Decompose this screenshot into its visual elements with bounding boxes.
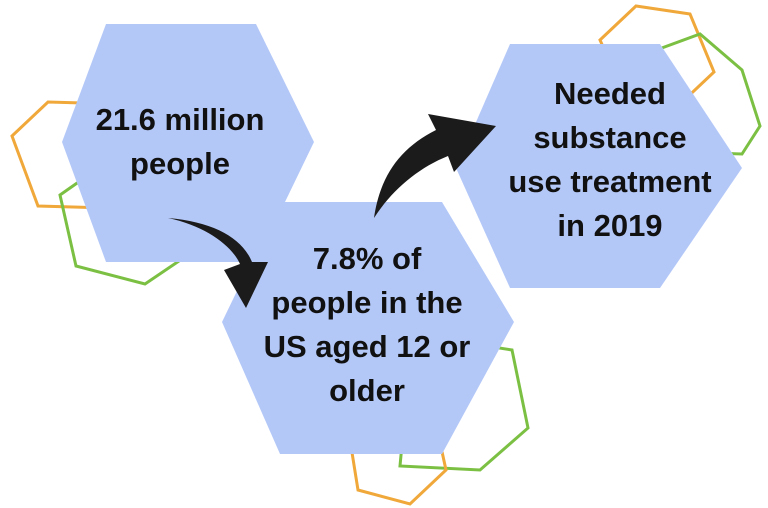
step-hexagon-2 bbox=[222, 202, 514, 454]
step-3-text: Needed substance use treatment in 2019 bbox=[508, 76, 712, 243]
arrow-connector-1-to-2 bbox=[168, 218, 268, 308]
arrow-connector-2-to-3 bbox=[374, 114, 496, 218]
step-hexagon-3 bbox=[456, 44, 742, 288]
step-1-text: 21.6 million people bbox=[95, 102, 265, 181]
step-2-text: 7.8% of people in the US aged 12 or olde… bbox=[263, 241, 471, 408]
step-hexagon-1 bbox=[62, 24, 314, 262]
